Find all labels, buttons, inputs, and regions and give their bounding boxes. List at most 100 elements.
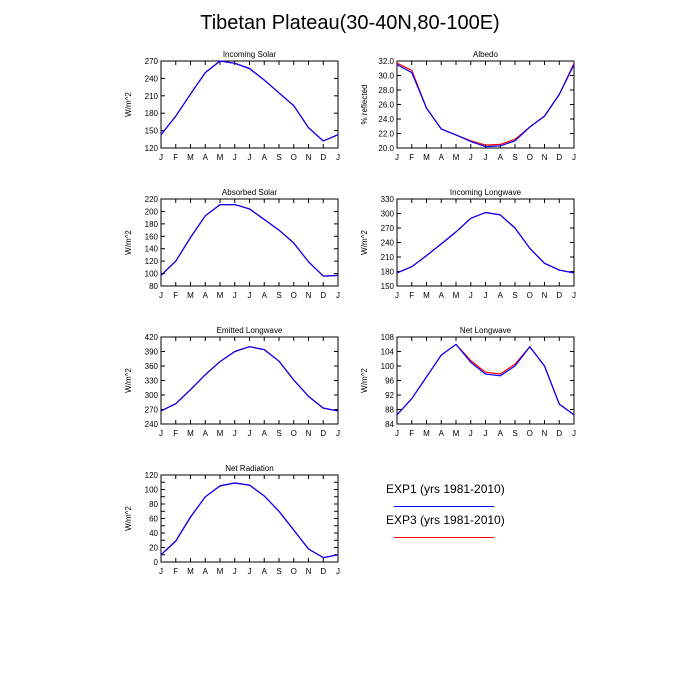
series-line-exp3	[160, 60, 339, 142]
x-tick-label: J	[233, 291, 237, 300]
series-line-exp3	[396, 62, 575, 146]
x-tick-label: O	[527, 153, 533, 162]
y-tick-label: 22.0	[378, 130, 394, 139]
x-tick-label: J	[336, 567, 340, 576]
plot-frame	[160, 60, 339, 149]
x-tick-label: S	[276, 153, 281, 162]
y-tick-label: 92	[385, 391, 394, 400]
y-tick-label: 96	[385, 377, 394, 386]
y-tick-label: 360	[145, 362, 159, 371]
y-tick-label: 32.0	[378, 57, 394, 66]
x-tick-label: M	[217, 153, 224, 162]
panel-emitted-longwave: Emitted Longwave W/m^2 240 270 300 330 360 390 4…	[124, 326, 340, 438]
y-tick-label: 270	[145, 406, 159, 415]
y-tick-label: 0	[154, 558, 159, 567]
y-tick-label: 60	[149, 515, 158, 524]
x-tick-label: A	[498, 153, 504, 162]
x-tick-label: D	[556, 429, 562, 438]
y-axis-label: W/m^2	[124, 506, 133, 531]
x-tick-label: D	[320, 153, 326, 162]
y-tick-label: 24.0	[378, 115, 394, 124]
panel-absorbed-solar: Absorbed Solar W/m^2 80 100 120 140 160 180 200 2…	[124, 188, 340, 300]
x-tick-label: J	[248, 567, 252, 576]
x-tick-label: J	[248, 429, 252, 438]
y-tick-label: 140	[145, 245, 159, 254]
y-axis-label: W/m^2	[124, 92, 133, 117]
x-tick-label: D	[320, 567, 326, 576]
x-tick-label: M	[187, 291, 194, 300]
x-tick-label: A	[203, 567, 209, 576]
y-tick-label: 390	[145, 348, 159, 357]
y-axis-label: W/m^2	[124, 368, 133, 393]
x-tick-label: J	[159, 429, 163, 438]
y-tick-label: 220	[145, 195, 159, 204]
x-tick-label: J	[159, 567, 163, 576]
x-tick-label: F	[409, 429, 414, 438]
x-tick-label: J	[395, 429, 399, 438]
x-tick-label: A	[203, 429, 209, 438]
x-tick-label: A	[498, 429, 504, 438]
x-tick-label: J	[572, 153, 576, 162]
x-tick-label: J	[233, 567, 237, 576]
x-tick-label: J	[233, 429, 237, 438]
y-tick-label: 120	[145, 144, 159, 153]
series-line-exp1	[160, 346, 339, 412]
legend-line-exp3	[394, 537, 494, 538]
x-tick-label: A	[498, 291, 504, 300]
legend-line-exp1	[394, 506, 494, 507]
x-tick-label: N	[306, 153, 312, 162]
y-tick-label: 80	[149, 500, 158, 509]
series-line-exp1	[396, 343, 575, 416]
y-tick-label: 240	[145, 74, 159, 83]
series-line-exp3	[160, 346, 339, 412]
y-tick-label: 210	[381, 253, 395, 262]
x-tick-label: O	[291, 429, 297, 438]
y-tick-label: 120	[145, 471, 159, 480]
x-tick-label: J	[248, 291, 252, 300]
series-line-exp3	[160, 482, 339, 559]
x-tick-label: J	[484, 429, 488, 438]
x-tick-label: M	[423, 429, 430, 438]
page-title: Tibetan Plateau(30-40N,80-100E)	[200, 12, 500, 34]
x-tick-label: M	[453, 291, 460, 300]
x-tick-label: A	[439, 429, 445, 438]
y-tick-label: 28.0	[378, 86, 394, 95]
x-tick-label: J	[336, 291, 340, 300]
x-tick-label: A	[439, 153, 445, 162]
y-axis-label: W/m^2	[360, 368, 369, 393]
x-tick-label: O	[527, 429, 533, 438]
y-tick-label: 26.0	[378, 101, 394, 110]
y-tick-label: 150	[145, 127, 159, 136]
series-line-exp3	[396, 343, 575, 416]
panel-title: Absorbed Solar	[222, 188, 277, 197]
x-tick-label: D	[320, 291, 326, 300]
x-tick-label: N	[542, 153, 548, 162]
x-tick-label: N	[306, 291, 312, 300]
x-tick-label: O	[291, 567, 297, 576]
y-axis-label: W/m^2	[360, 230, 369, 255]
x-tick-label: A	[262, 567, 268, 576]
y-tick-label: 300	[381, 210, 395, 219]
x-tick-label: N	[306, 567, 312, 576]
x-tick-label: M	[453, 429, 460, 438]
x-tick-label: J	[484, 153, 488, 162]
y-tick-label: 108	[381, 333, 395, 342]
x-tick-label: O	[527, 291, 533, 300]
y-tick-label: 104	[381, 348, 395, 357]
y-tick-label: 40	[149, 529, 158, 538]
y-tick-label: 240	[145, 420, 159, 429]
y-tick-label: 80	[149, 282, 158, 291]
x-tick-label: J	[159, 291, 163, 300]
y-tick-label: 100	[381, 362, 395, 371]
x-tick-label: J	[572, 291, 576, 300]
y-tick-label: 100	[145, 270, 159, 279]
y-tick-label: 30.0	[378, 72, 394, 81]
panel-albedo: Albedo % reflected 20.0 22.0 24.0 26.0 28.0 30.…	[360, 50, 576, 162]
x-tick-label: M	[187, 153, 194, 162]
y-tick-label: 210	[145, 92, 159, 101]
panel-incoming-longwave: Incoming Longwave W/m^2 150 180 210 240 270 300…	[360, 188, 576, 300]
x-tick-label: M	[187, 429, 194, 438]
